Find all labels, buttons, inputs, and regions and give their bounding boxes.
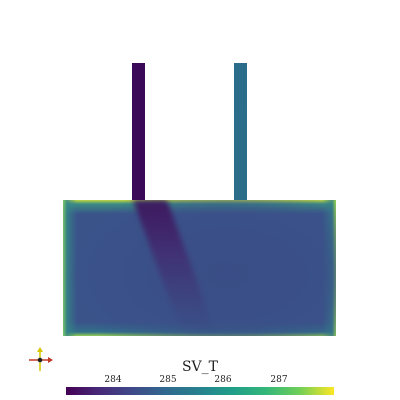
colorbar-tick-label: 284 xyxy=(104,375,121,385)
colorbar-gradient xyxy=(66,387,334,395)
colorbar-tick-label: 286 xyxy=(214,375,231,385)
colorbar-tick-label: 285 xyxy=(159,375,176,385)
right-inlet-pipe xyxy=(234,63,247,203)
tank-body xyxy=(63,200,336,336)
left-inlet-pipe xyxy=(132,63,145,203)
colorbar-tick-label: 287 xyxy=(270,375,287,385)
colorbar-title: SV_T xyxy=(0,359,400,375)
